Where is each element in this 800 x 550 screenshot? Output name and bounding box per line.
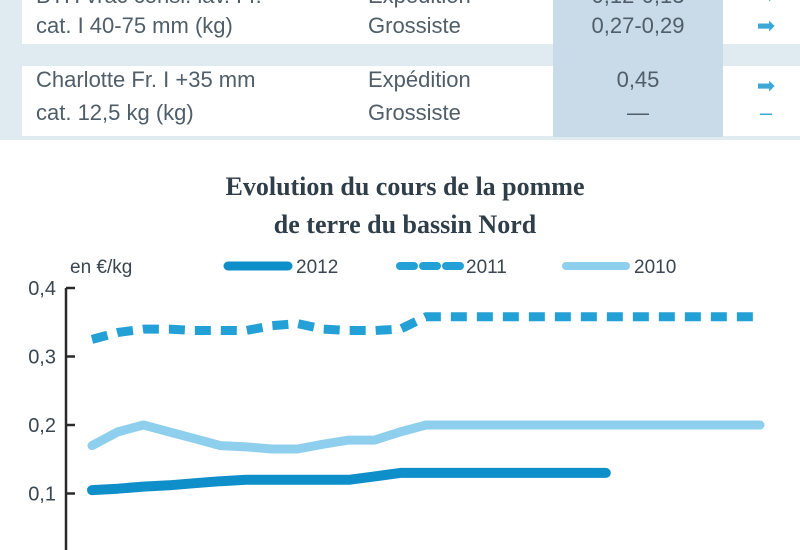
stage-label: Grossiste bbox=[368, 100, 461, 125]
y-axis-label: en €/kg bbox=[70, 257, 132, 278]
stage-label: Grossiste bbox=[368, 13, 461, 38]
product-spec: cat. 12,5 kg (kg) bbox=[36, 100, 194, 125]
trend-arrow-icon: ➡ bbox=[746, 0, 786, 12]
trend-arrow-icon: ➡ bbox=[756, 13, 776, 38]
product-spec: cat. I 40-75 mm (kg) bbox=[36, 13, 233, 38]
chart-title-line2: de terre du bassin Nord bbox=[273, 210, 537, 239]
legend-label-2010: 2010 bbox=[634, 257, 676, 278]
product-name: BTH vrac consi. lav. Fr. bbox=[36, 0, 262, 12]
chart-title-line1: Evolution du cours de la pomme bbox=[225, 172, 585, 201]
price-value: 0,12-0,13 bbox=[553, 0, 723, 12]
stage-label: Expédition bbox=[368, 67, 471, 92]
y-tick-label: 0,4 bbox=[28, 278, 56, 300]
price-table: BTH vrac consi. lav. Fr. cat. I 40-75 mm… bbox=[0, 0, 800, 140]
trend-dash-icon: – bbox=[759, 100, 773, 125]
price-value: 0,45 bbox=[616, 67, 660, 92]
y-tick-label: 0,3 bbox=[28, 347, 56, 369]
legend-label-2011: 2011 bbox=[466, 257, 507, 278]
stage-label: Expédition bbox=[368, 0, 471, 12]
legend-label-2012: 2012 bbox=[296, 257, 338, 278]
price-value: — bbox=[627, 100, 649, 125]
price-value: 0,27-0,29 bbox=[591, 13, 685, 38]
chart-title: Evolution du cours de la pomme de terre … bbox=[0, 168, 800, 244]
y-tick-label: 0,1 bbox=[28, 484, 56, 506]
price-column bbox=[553, 0, 723, 137]
series-line-2011 bbox=[90, 312, 760, 344]
series-line-2010 bbox=[87, 420, 765, 454]
y-tick-label: 0,2 bbox=[28, 415, 56, 437]
product-name: Charlotte Fr. I +35 mm bbox=[36, 67, 256, 92]
series-line-2012 bbox=[87, 467, 611, 496]
trend-arrow-icon: ➡ bbox=[756, 73, 776, 98]
